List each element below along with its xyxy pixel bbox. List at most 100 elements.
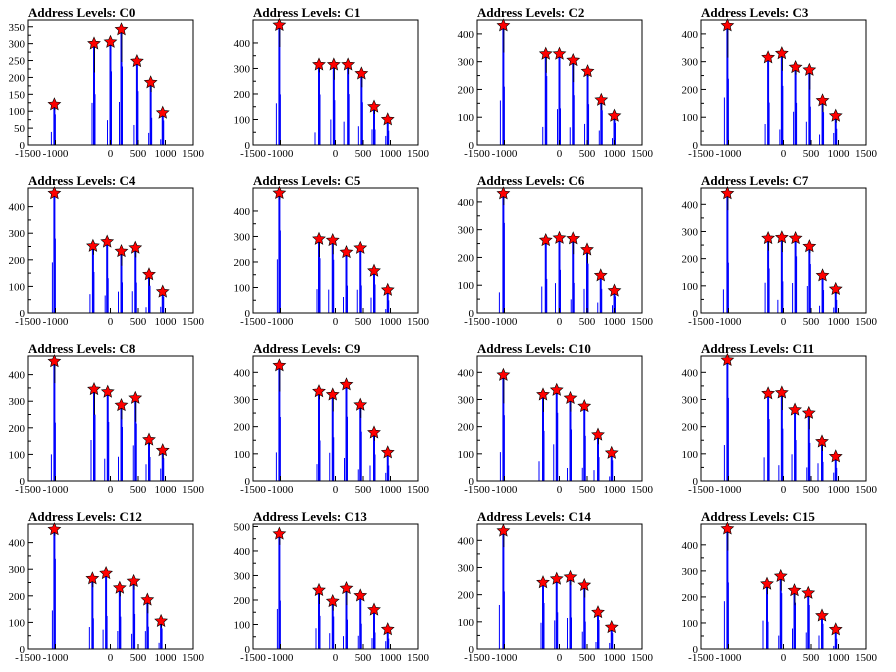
y-tick-label: 200: [234, 257, 251, 269]
x-tick-label: -1500: [688, 148, 714, 160]
y-tick-label: 200: [458, 422, 475, 434]
x-tick-label: -1500: [688, 484, 714, 496]
peak-marker: [112, 580, 127, 594]
peak-marker: [380, 112, 395, 126]
x-tick-label: -1500: [240, 148, 266, 160]
peak-marker: [773, 568, 788, 582]
y-tick-label: 100: [9, 449, 26, 461]
peak-marker: [47, 354, 62, 368]
plot-frame: [700, 355, 867, 482]
x-tick-label: 0: [333, 316, 339, 328]
peak-marker: [100, 234, 115, 248]
peak-marker: [47, 186, 62, 200]
y-tick-label: 0: [693, 308, 699, 320]
y-tick-label: 300: [234, 231, 251, 243]
chart-panel-15: Address Levels: C15 0 100 200 300 400 -1500 -10…: [682, 509, 878, 664]
y-tick-label: 200: [682, 84, 699, 96]
y-tick-label: 0: [469, 308, 475, 320]
chart-title: Address Levels: C13: [253, 509, 367, 524]
y-tick-label: 100: [458, 280, 475, 292]
y-tick-label: 0: [469, 476, 475, 488]
peak-marker: [801, 585, 816, 599]
chart-title: Address Levels: C1: [253, 5, 360, 20]
chart-title: Address Levels: C15: [701, 509, 815, 524]
x-tick-label: 1500: [631, 316, 654, 328]
peak-marker: [720, 352, 735, 366]
peak-marker: [353, 588, 368, 602]
x-tick-label: 1000: [380, 316, 403, 328]
peak-marker: [114, 22, 129, 36]
y-tick-label: 300: [234, 63, 251, 75]
x-tick-label: -1000: [492, 652, 518, 664]
y-tick-label: 300: [458, 562, 475, 574]
y-tick-label: 400: [682, 540, 699, 552]
y-tick-label: 0: [245, 644, 251, 656]
peak-marker: [312, 57, 326, 71]
y-tick-label: 200: [9, 591, 26, 603]
y-tick-label: 0: [20, 140, 26, 152]
x-tick-label: 1500: [407, 148, 430, 160]
y-tick-label: 200: [682, 592, 699, 604]
x-tick-label: 500: [803, 316, 820, 328]
x-tick-label: -1500: [15, 652, 41, 664]
y-tick-label: 400: [682, 367, 699, 379]
x-tick-label: 500: [355, 148, 372, 160]
y-tick-label: 0: [245, 476, 251, 488]
y-tick-label: 400: [234, 38, 251, 50]
y-tick-label: 300: [682, 57, 699, 69]
y-tick-label: 400: [458, 535, 475, 547]
y-tick-label: 500: [234, 521, 251, 533]
peak-marker: [828, 622, 843, 636]
y-tick-label: 0: [693, 476, 699, 488]
y-tick-label: 100: [682, 112, 699, 124]
plot-frame: [700, 523, 867, 650]
x-tick-label: 1500: [407, 316, 430, 328]
chart-panel-8: Address Levels: C8 0 100 200 300 400 -1500 -100…: [9, 341, 205, 496]
x-tick-label: 0: [781, 652, 787, 664]
y-tick-label: 300: [682, 566, 699, 578]
plot-frame: [252, 355, 419, 482]
peak-marker: [367, 602, 381, 616]
y-tick-label: 400: [234, 546, 251, 558]
x-tick-label: 0: [557, 484, 563, 496]
x-tick-label: -1500: [464, 148, 490, 160]
x-tick-label: -1500: [240, 652, 266, 664]
peak-marker: [538, 232, 553, 247]
x-tick-label: 1500: [855, 148, 878, 160]
x-tick-label: 1000: [604, 652, 627, 664]
peak-marker: [496, 367, 511, 381]
peak-marker: [100, 384, 115, 398]
y-tick-label: 200: [458, 84, 475, 96]
y-tick-label: 400: [9, 538, 26, 550]
chart-panel-3: Address Levels: C3 0 100 200 300 400 -1500 -100…: [682, 5, 878, 160]
y-tick-label: 100: [458, 449, 475, 461]
x-tick-label: 1000: [828, 316, 851, 328]
chart-panel-13: Address Levels: C13 0 100 200 300 400 500 -1500…: [234, 509, 430, 664]
x-tick-label: -1000: [43, 484, 69, 496]
chart-panel-12: Address Levels: C12 0 100 200 300 400 -1500 -10…: [9, 509, 205, 664]
peak-marker: [604, 620, 619, 634]
chart-title: Address Levels: C12: [28, 509, 142, 524]
x-tick-label: 0: [333, 148, 339, 160]
peak-marker: [312, 231, 326, 245]
x-tick-label: 1000: [828, 652, 851, 664]
peak-marker: [594, 92, 609, 106]
x-tick-label: 0: [557, 148, 563, 160]
x-tick-label: 500: [130, 652, 147, 664]
chart-title: Address Levels: C9: [253, 341, 361, 356]
x-tick-label: 1500: [855, 484, 878, 496]
x-tick-label: 0: [333, 652, 339, 664]
peak-marker: [128, 240, 143, 254]
x-tick-label: 1500: [182, 148, 205, 160]
peak-marker: [591, 427, 605, 441]
y-tick-label: 300: [9, 228, 26, 240]
peak-marker: [143, 75, 158, 89]
peak-marker: [563, 390, 578, 404]
peak-marker: [380, 445, 395, 459]
peak-marker: [47, 97, 62, 111]
peak-marker: [99, 565, 113, 580]
peak-marker: [87, 381, 101, 396]
y-tick-label: 100: [234, 114, 251, 126]
y-tick-label: 0: [20, 644, 26, 656]
peak-marker: [552, 46, 567, 60]
